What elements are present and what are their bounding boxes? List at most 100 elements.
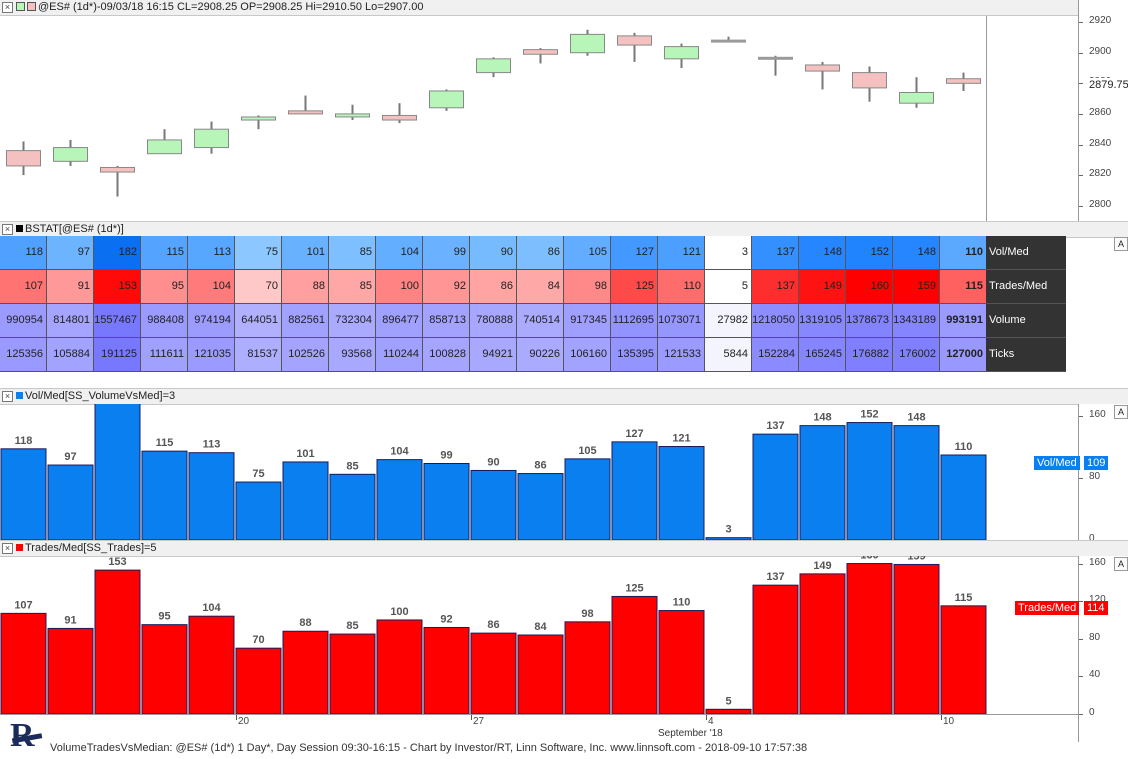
tick-mark xyxy=(1079,205,1083,207)
candle[interactable] xyxy=(899,91,934,104)
bar[interactable] xyxy=(94,569,141,714)
bar[interactable] xyxy=(893,563,940,714)
candle[interactable] xyxy=(194,128,229,149)
vol-axis[interactable]: 0 80 160 xyxy=(1078,404,1128,544)
bstat-cell: 115 xyxy=(940,270,987,304)
bstat-cell: 160 xyxy=(846,270,893,304)
candle[interactable] xyxy=(241,116,276,121)
bar[interactable] xyxy=(470,469,517,540)
candle[interactable] xyxy=(758,56,793,60)
bar[interactable] xyxy=(611,441,658,540)
candle[interactable] xyxy=(6,150,41,167)
candle[interactable] xyxy=(335,113,370,118)
vol-swatch-icon xyxy=(16,391,23,399)
autoscale-button[interactable]: A xyxy=(1114,557,1128,571)
bar[interactable] xyxy=(0,448,47,540)
bstat-cell: 100 xyxy=(376,270,423,304)
bar-tick-label: 40 xyxy=(1089,669,1101,681)
bar[interactable] xyxy=(235,647,282,714)
bar[interactable] xyxy=(376,459,423,540)
candle[interactable] xyxy=(53,147,88,162)
bar[interactable] xyxy=(564,458,611,540)
bar[interactable] xyxy=(846,563,893,714)
candle[interactable] xyxy=(805,64,840,72)
candle[interactable] xyxy=(946,78,981,84)
price-tick-label: 2840 xyxy=(1089,137,1112,149)
bar[interactable] xyxy=(611,595,658,714)
bar[interactable] xyxy=(658,446,705,541)
candle[interactable] xyxy=(664,46,699,60)
bar[interactable] xyxy=(564,621,611,714)
bar[interactable] xyxy=(517,634,564,714)
candle[interactable] xyxy=(476,58,511,74)
bar[interactable] xyxy=(799,573,846,714)
bar[interactable] xyxy=(141,624,188,714)
bar[interactable] xyxy=(282,461,329,540)
bar[interactable] xyxy=(940,605,987,714)
bar[interactable] xyxy=(235,481,282,540)
bar[interactable] xyxy=(752,433,799,540)
bar[interactable] xyxy=(893,425,940,540)
price-axis[interactable]: 2800282028402860288029002920 xyxy=(1078,0,1128,221)
candle[interactable] xyxy=(100,166,135,173)
bar[interactable] xyxy=(705,708,752,714)
bar[interactable] xyxy=(423,626,470,714)
close-icon[interactable]: × xyxy=(2,2,13,13)
tick-mark xyxy=(1079,676,1083,678)
bar[interactable] xyxy=(94,404,141,540)
bstat-cell: 100828 xyxy=(423,338,470,372)
bstat-cell: 732304 xyxy=(329,304,376,338)
trades-axis[interactable]: 0 40 80 120 160 xyxy=(1078,556,1128,742)
bar[interactable] xyxy=(188,452,235,540)
autoscale-button[interactable]: A xyxy=(1114,405,1128,419)
autoscale-button[interactable]: A xyxy=(1114,237,1128,251)
candle[interactable] xyxy=(429,90,464,109)
bstat-cell: 1319105 xyxy=(799,304,846,338)
bar[interactable] xyxy=(799,425,846,540)
bar[interactable] xyxy=(282,630,329,714)
price-chart[interactable] xyxy=(0,16,1078,221)
bar[interactable] xyxy=(376,619,423,714)
bar-value-label: 104 xyxy=(390,446,409,458)
bar[interactable] xyxy=(329,633,376,714)
trades-med-chart[interactable]: 107 91 153 95 104 70 88 85 100 92 86 84 98 125 110 5 137… xyxy=(0,556,1078,714)
time-axis[interactable]: 20 27 4 10 xyxy=(0,714,1078,743)
bar[interactable] xyxy=(658,610,705,714)
bar[interactable] xyxy=(141,450,188,540)
trades-med-flag-value: 114 xyxy=(1084,601,1108,615)
candle[interactable] xyxy=(617,35,652,46)
bar[interactable] xyxy=(940,454,987,540)
candle[interactable] xyxy=(147,139,182,155)
bstat-cell: 148 xyxy=(799,236,846,270)
bar[interactable] xyxy=(846,422,893,540)
candle[interactable] xyxy=(523,49,558,55)
bar-value-label: 148 xyxy=(813,412,831,424)
bar[interactable] xyxy=(752,584,799,714)
bar[interactable] xyxy=(0,612,47,714)
bar[interactable] xyxy=(423,463,470,541)
bar[interactable] xyxy=(47,464,94,540)
bstat-cell: 917345 xyxy=(564,304,611,338)
bar[interactable] xyxy=(47,627,94,714)
candle[interactable] xyxy=(852,72,887,89)
bstat-cell: 101 xyxy=(282,236,329,270)
bar[interactable] xyxy=(188,615,235,714)
bstat-cell: 105 xyxy=(564,236,611,270)
candle[interactable] xyxy=(382,114,417,121)
logo-icon: R xyxy=(10,717,43,754)
candle[interactable] xyxy=(570,33,605,54)
bar[interactable] xyxy=(470,632,517,714)
close-icon[interactable]: × xyxy=(2,224,13,235)
candle[interactable] xyxy=(288,110,323,115)
bstat-cell: 98 xyxy=(564,270,611,304)
bstat-cell: 97 xyxy=(47,236,94,270)
close-icon[interactable]: × xyxy=(2,543,13,554)
vol-med-chart[interactable]: 1189718211511375101851049990861051271213… xyxy=(0,404,1078,540)
close-icon[interactable]: × xyxy=(2,391,13,402)
candle[interactable] xyxy=(711,39,746,43)
vol-pane-title: Vol/Med[SS_VolumeVsMed]=3 xyxy=(25,390,176,402)
x-tick-label: 27 xyxy=(473,716,485,727)
bar[interactable] xyxy=(517,473,564,540)
bar[interactable] xyxy=(329,473,376,540)
bar[interactable] xyxy=(705,537,752,540)
